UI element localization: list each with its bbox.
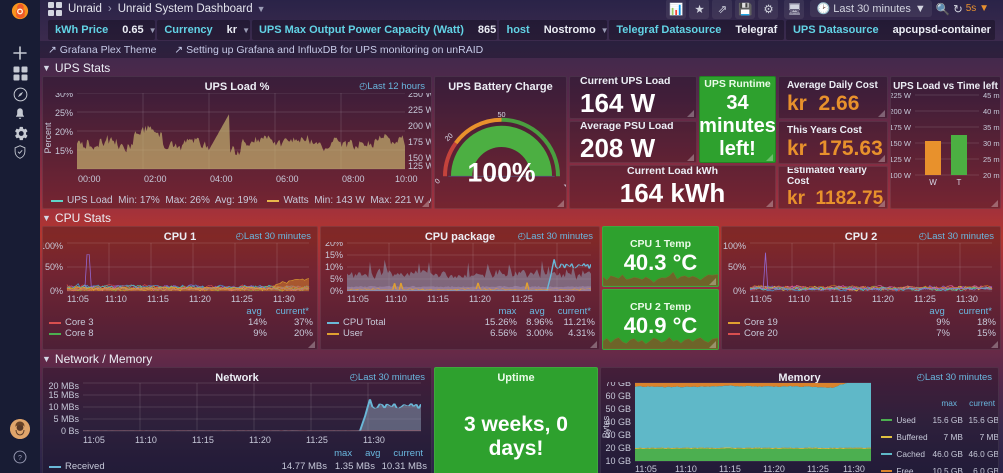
svg-text:35 min: 35 min (983, 123, 1001, 132)
svg-text:45 min: 45 min (983, 93, 1001, 100)
svg-text:15%: 15% (55, 146, 73, 156)
svg-text:100%: 100% (467, 158, 535, 188)
svg-text:125 W: 125 W (408, 161, 432, 171)
svg-text:50%: 50% (45, 262, 63, 272)
svg-text:10 MBs: 10 MBs (48, 402, 79, 412)
svg-text:11:20: 11:20 (249, 435, 271, 445)
svg-text:11:20: 11:20 (189, 294, 211, 304)
svg-text:11:15: 11:15 (719, 464, 741, 473)
svg-text:5%: 5% (330, 274, 343, 284)
svg-text:11:25: 11:25 (914, 294, 936, 304)
svg-text:11:05: 11:05 (83, 435, 105, 445)
svg-text:11:30: 11:30 (956, 294, 978, 304)
svg-text:20: 20 (443, 131, 455, 143)
svg-text:T: T (957, 178, 962, 187)
svg-text:250 W: 250 W (408, 93, 432, 99)
svg-text:0: 0 (435, 176, 442, 185)
svg-text:08:00: 08:00 (342, 174, 365, 184)
svg-text:200 W: 200 W (891, 107, 912, 116)
svg-text:11:05: 11:05 (347, 294, 369, 304)
svg-text:11:15: 11:15 (830, 294, 852, 304)
svg-text:40 min: 40 min (983, 107, 1001, 116)
svg-text:11:30: 11:30 (553, 294, 575, 304)
svg-text:125 W: 125 W (891, 155, 912, 164)
svg-text:20%: 20% (325, 242, 343, 248)
svg-text:20 GB: 20 GB (605, 443, 631, 453)
svg-text:60 GB: 60 GB (605, 391, 631, 401)
svg-text:Bytes: Bytes (601, 415, 611, 438)
svg-text:5 MBs: 5 MBs (53, 414, 79, 424)
svg-text:11:10: 11:10 (135, 435, 157, 445)
svg-text:10:00: 10:00 (395, 174, 418, 184)
svg-text:70 GB: 70 GB (605, 382, 631, 388)
svg-text:11:05: 11:05 (67, 294, 89, 304)
svg-text:11:30: 11:30 (273, 294, 295, 304)
svg-text:11:15: 11:15 (192, 435, 214, 445)
svg-text:0%: 0% (50, 286, 63, 296)
svg-text:25%: 25% (55, 108, 73, 118)
svg-text:200 W: 200 W (408, 121, 432, 131)
svg-text:11:25: 11:25 (231, 294, 253, 304)
svg-text:50: 50 (497, 110, 505, 119)
svg-text:50 GB: 50 GB (605, 404, 631, 414)
svg-text:100 W: 100 W (891, 171, 912, 180)
svg-text:11:10: 11:10 (788, 294, 810, 304)
svg-text:25 min: 25 min (983, 155, 1001, 164)
svg-text:100%: 100% (723, 242, 746, 251)
svg-text:00:00: 00:00 (78, 174, 101, 184)
svg-text:11:10: 11:10 (105, 294, 127, 304)
svg-text:11:25: 11:25 (306, 435, 328, 445)
svg-text:11:05: 11:05 (635, 464, 657, 473)
svg-text:225 W: 225 W (891, 93, 912, 100)
svg-text:11:10: 11:10 (675, 464, 697, 473)
svg-text:30 min: 30 min (983, 139, 1001, 148)
svg-text:11:25: 11:25 (511, 294, 533, 304)
svg-text:11:05: 11:05 (750, 294, 772, 304)
svg-text:0%: 0% (733, 286, 746, 296)
svg-text:11:25: 11:25 (807, 464, 829, 473)
svg-text:10%: 10% (325, 262, 343, 272)
svg-text:11:20: 11:20 (872, 294, 894, 304)
svg-text:11:15: 11:15 (427, 294, 449, 304)
svg-text:175 W: 175 W (891, 123, 912, 132)
svg-text:100%: 100% (43, 242, 63, 251)
svg-text:15%: 15% (325, 250, 343, 260)
svg-text:225 W: 225 W (408, 105, 432, 115)
svg-text:150 W: 150 W (891, 139, 912, 148)
svg-text:11:30: 11:30 (843, 464, 865, 473)
svg-text:100: 100 (562, 179, 567, 194)
svg-text:Percent: Percent (43, 122, 53, 154)
svg-text:11:30: 11:30 (363, 435, 385, 445)
svg-text:0%: 0% (330, 286, 343, 296)
svg-text:20%: 20% (55, 127, 73, 137)
svg-text:50%: 50% (728, 262, 746, 272)
svg-text:20 min: 20 min (983, 171, 1001, 180)
svg-text:W: W (929, 178, 937, 187)
svg-text:175 W: 175 W (408, 137, 432, 147)
svg-text:11:20: 11:20 (469, 294, 491, 304)
svg-text:0 Bs: 0 Bs (61, 426, 80, 436)
svg-text:?: ? (18, 455, 22, 462)
svg-text:30%: 30% (55, 93, 73, 99)
svg-text:11:20: 11:20 (763, 464, 785, 473)
svg-text:02:00: 02:00 (144, 174, 167, 184)
svg-text:06:00: 06:00 (276, 174, 299, 184)
svg-text:11:15: 11:15 (147, 294, 169, 304)
svg-text:11:10: 11:10 (385, 294, 407, 304)
svg-text:15 MBs: 15 MBs (48, 390, 79, 400)
svg-text:04:00: 04:00 (210, 174, 233, 184)
svg-text:10 GB: 10 GB (605, 456, 631, 466)
